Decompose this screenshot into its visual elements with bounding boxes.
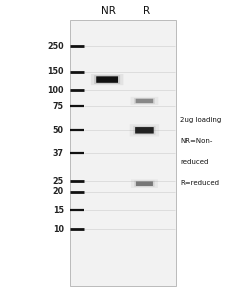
Text: 25: 25 <box>53 176 64 185</box>
Text: 37: 37 <box>53 148 64 158</box>
Text: 250: 250 <box>47 42 64 51</box>
FancyBboxPatch shape <box>94 75 120 84</box>
Text: NR: NR <box>101 6 116 16</box>
Text: 2ug loading: 2ug loading <box>180 117 221 123</box>
FancyBboxPatch shape <box>131 179 158 188</box>
FancyBboxPatch shape <box>91 74 123 85</box>
FancyBboxPatch shape <box>131 97 158 105</box>
Bar <box>70 20 176 286</box>
FancyBboxPatch shape <box>130 124 159 136</box>
Text: 15: 15 <box>53 206 64 215</box>
Text: 50: 50 <box>53 126 64 135</box>
Text: 20: 20 <box>53 187 64 196</box>
Text: 100: 100 <box>47 86 64 95</box>
Text: R: R <box>143 6 150 16</box>
FancyBboxPatch shape <box>96 76 118 83</box>
Text: 150: 150 <box>47 67 64 76</box>
Text: 10: 10 <box>53 225 64 234</box>
Text: NR=Non-: NR=Non- <box>180 138 212 144</box>
FancyBboxPatch shape <box>136 99 153 103</box>
FancyBboxPatch shape <box>134 98 155 104</box>
FancyBboxPatch shape <box>134 181 155 187</box>
FancyBboxPatch shape <box>136 182 153 186</box>
FancyBboxPatch shape <box>133 126 156 135</box>
Text: reduced: reduced <box>180 159 208 165</box>
FancyBboxPatch shape <box>135 127 154 134</box>
Text: R=reduced: R=reduced <box>180 180 219 186</box>
Text: 75: 75 <box>53 102 64 111</box>
